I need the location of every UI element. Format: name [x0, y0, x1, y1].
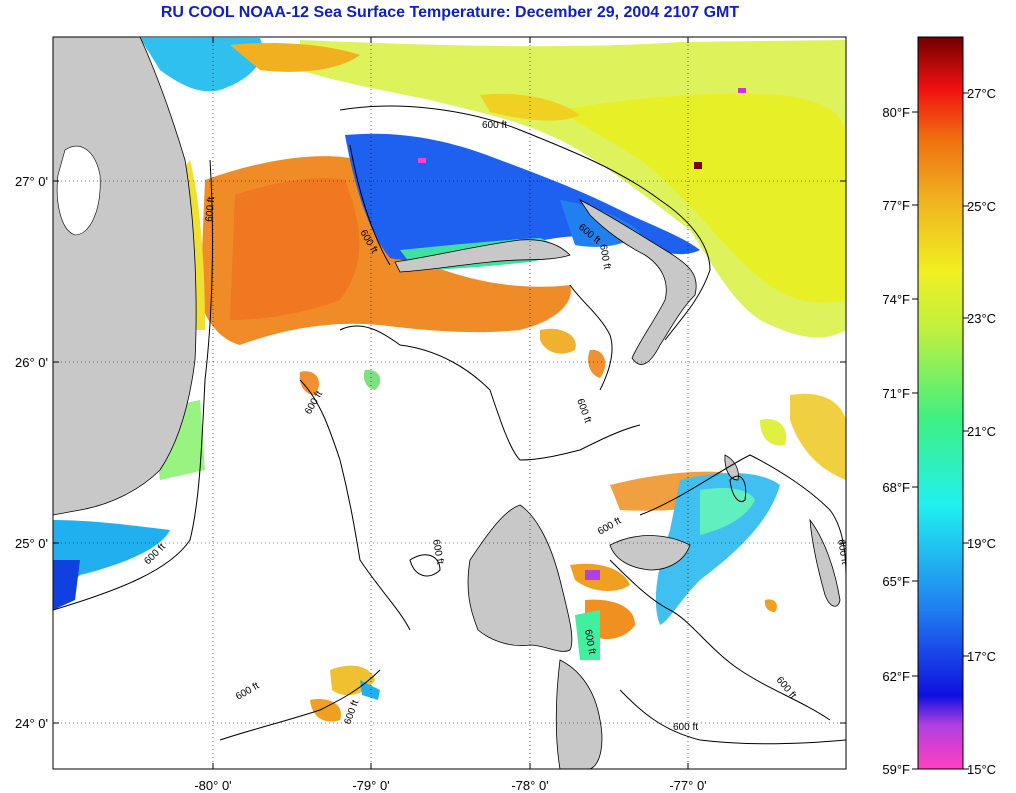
- sst-field: [53, 38, 846, 722]
- y-tick-label: 25° 0': [15, 536, 48, 551]
- colorbar-c-label: 19°C: [967, 536, 996, 551]
- bathymetry-contours: [53, 105, 846, 745]
- y-axis: 27° 0' 26° 0' 25° 0' 24° 0': [15, 174, 48, 731]
- x-tick-label: -77° 0': [669, 778, 706, 793]
- colorbar-c-label: 23°C: [967, 311, 996, 326]
- colorbar-f-label: 80°F: [882, 105, 910, 120]
- y-tick-label: 24° 0': [15, 716, 48, 731]
- colorbar-c-label: 27°C: [967, 86, 996, 101]
- tick-marks: [53, 37, 846, 769]
- contour-label: 600 ft: [482, 120, 507, 131]
- colorbar-f-label: 77°F: [882, 198, 910, 213]
- y-tick-label: 27° 0': [15, 174, 48, 189]
- colorbar-c-label: 25°C: [967, 199, 996, 214]
- contour-label: 600 ft: [835, 539, 850, 566]
- gridlines: [53, 37, 846, 769]
- x-axis: -80° 0' -79° 0' -78° 0' -77° 0': [194, 778, 706, 793]
- colorbar: 80°F 77°F 74°F 71°F 68°F 65°F 62°F 59°F …: [882, 36, 996, 777]
- x-tick-label: -78° 0': [511, 778, 548, 793]
- x-tick-label: -79° 0': [352, 778, 389, 793]
- contour-label: 600 ft: [430, 539, 445, 566]
- contour-label: 600 ft: [673, 722, 698, 733]
- map-panel: 600 ft 600 ft 600 ft 600 ft 600 ft 600 f…: [53, 37, 850, 769]
- colorbar-c-label: 17°C: [967, 649, 996, 664]
- y-tick-label: 26° 0': [15, 355, 48, 370]
- contour-label: 600 ft: [582, 629, 597, 656]
- colorbar-f-label: 68°F: [882, 480, 910, 495]
- lake-okeechobee: [56, 145, 101, 236]
- colorbar-f-label: 59°F: [882, 762, 910, 777]
- x-tick-label: -80° 0': [194, 778, 231, 793]
- contour-label: 600 ft: [597, 244, 612, 271]
- contour-label: 600 ft: [204, 196, 217, 222]
- colorbar-scale: [917, 36, 964, 770]
- colorbar-c-label: 21°C: [967, 424, 996, 439]
- colorbar-c-label: 15°C: [967, 762, 996, 777]
- colorbar-f-label: 71°F: [882, 386, 910, 401]
- colorbar-f-label: 74°F: [882, 292, 910, 307]
- colorbar-f-label: 62°F: [882, 669, 910, 684]
- colorbar-f-label: 65°F: [882, 574, 910, 589]
- map-frame: [52, 36, 847, 770]
- map-title: RU COOL NOAA-12 Sea Surface Temperature:…: [160, 4, 740, 21]
